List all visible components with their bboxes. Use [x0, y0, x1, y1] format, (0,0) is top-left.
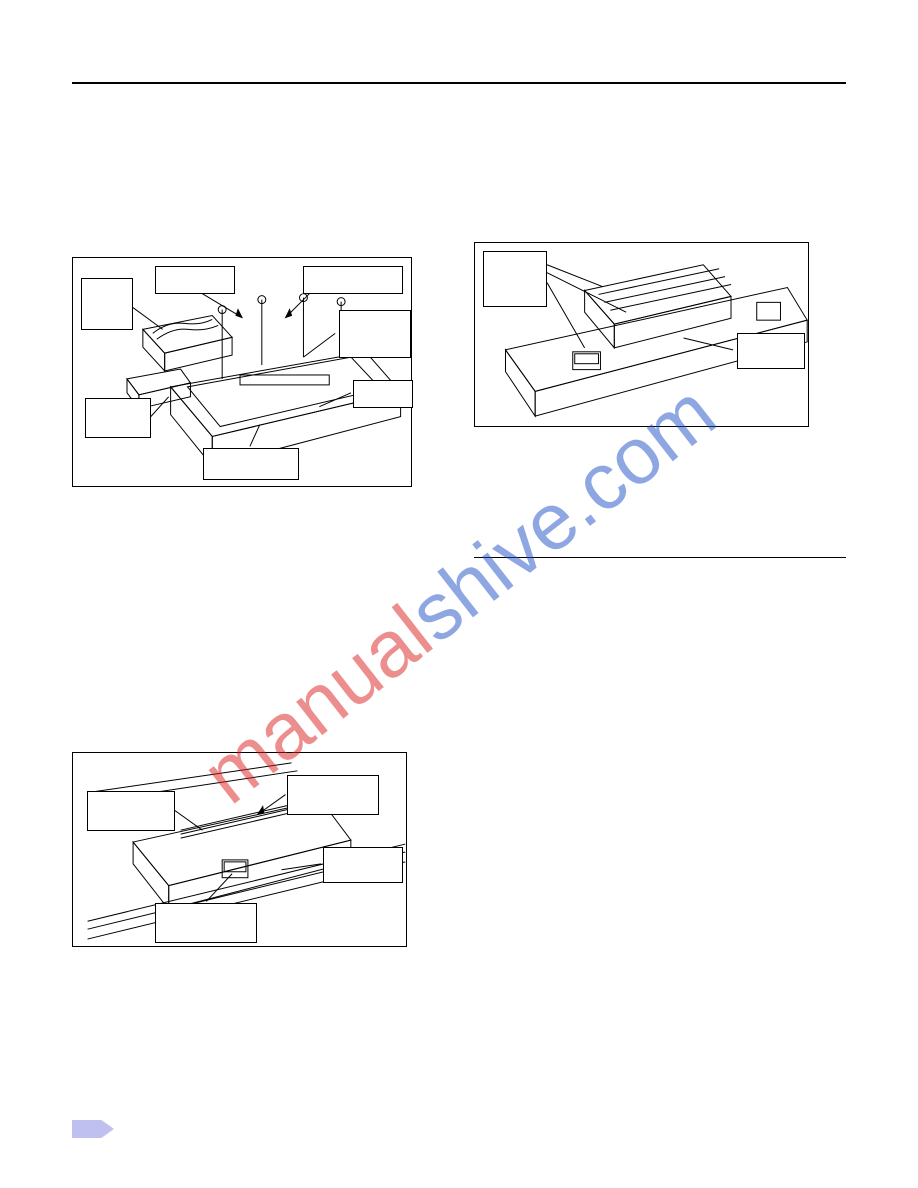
- columns-row-2: [72, 626, 846, 947]
- columns-row-1: [72, 100, 846, 566]
- header-rule: [72, 82, 846, 84]
- callout-label: [353, 380, 413, 408]
- callout-label: [287, 775, 379, 815]
- callout-label: [155, 903, 257, 943]
- callout-label: [87, 791, 175, 831]
- callout-label: [203, 448, 299, 480]
- column-right: [474, 100, 846, 566]
- figure-1: [72, 257, 412, 487]
- column-right-2: [474, 626, 846, 947]
- callout-label: [339, 310, 411, 358]
- callout-label: [155, 266, 235, 294]
- page-footer: [72, 1120, 114, 1138]
- figure-3: [72, 752, 407, 947]
- callout-label: [81, 278, 133, 330]
- callout-label: [85, 398, 151, 438]
- callout-label: [483, 251, 547, 307]
- figure-2: [474, 242, 809, 427]
- manual-page: manualshive.com: [0, 0, 918, 1188]
- section-divider: [474, 557, 846, 558]
- column-left-2: [72, 626, 444, 947]
- callout-label: [323, 847, 403, 883]
- callout-label: [737, 333, 805, 369]
- callout-label: [303, 266, 403, 294]
- footer-arrow-icon: [72, 1120, 114, 1138]
- column-left: [72, 100, 444, 566]
- content-area: [72, 100, 846, 1116]
